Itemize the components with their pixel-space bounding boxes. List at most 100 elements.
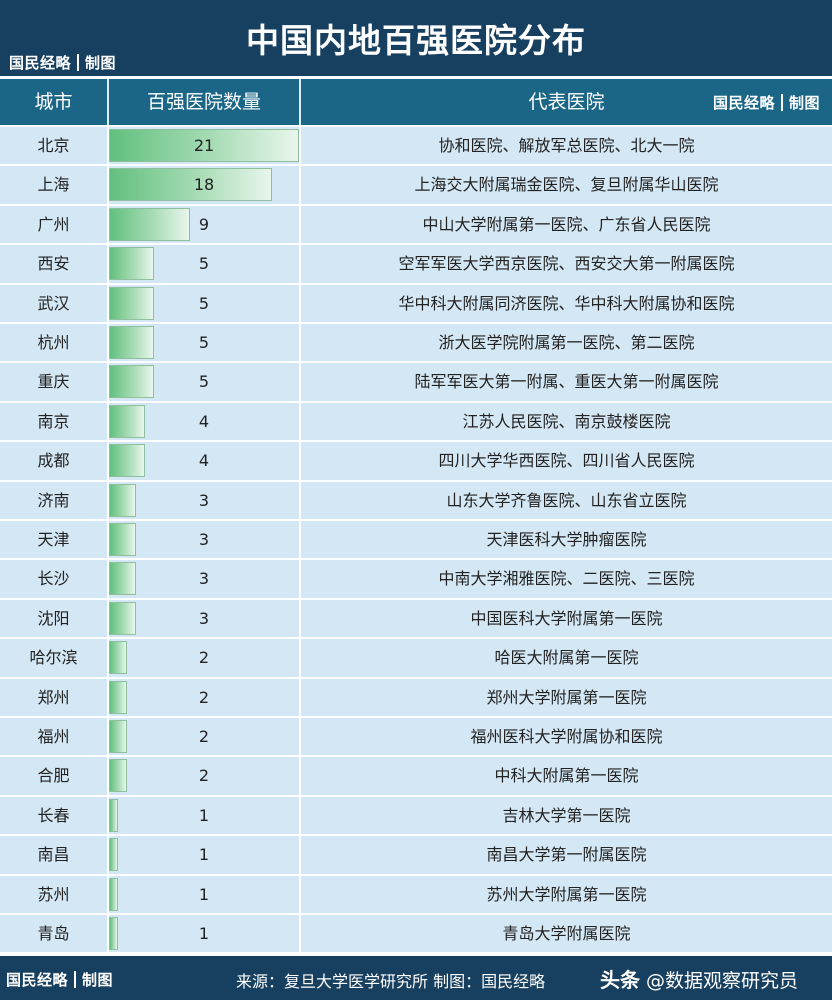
count-label: 5 <box>198 372 210 392</box>
count-label: 5 <box>198 254 210 274</box>
hospitals-cell: 空军军医大学西京医院、西安交大第一附属医院 <box>398 254 735 274</box>
table-row: 重庆 5 陆军军医大第一附属、重医大第一附属医院 <box>0 363 832 403</box>
city-cell: 杭州 <box>37 333 70 352</box>
count-label: 1 <box>198 884 210 904</box>
count-label: 4 <box>198 451 210 471</box>
hospitals-cell: 浙大医学院附属第一医院、第二医院 <box>438 333 695 352</box>
count-bar <box>109 483 137 517</box>
city-cell: 南昌 <box>37 845 70 865</box>
header-count: 百强医院数量 <box>146 91 261 113</box>
hospitals-cell: 吉林大学第一医院 <box>502 805 631 825</box>
city-cell: 重庆 <box>37 372 70 392</box>
hospitals-cell: 四川大学华西医院、四川省人民医院 <box>438 451 695 471</box>
watermark: 头条 @数据观察研究员 <box>600 968 799 992</box>
hospitals-cell: 上海交大附属瑞金医院、复旦附属华山医院 <box>414 175 719 195</box>
table-row: 成都 4 四川大学华西医院、四川省人民医院 <box>0 442 832 482</box>
table-row: 长春 1 吉林大学第一医院 <box>0 796 832 837</box>
hospitals-cell: 中国医科大学附属第一医院 <box>470 608 663 628</box>
count-label: 3 <box>198 608 210 628</box>
count-label: 9 <box>198 214 210 234</box>
city-cell: 青岛 <box>37 924 70 943</box>
hospitals-cell: 中科大附属第一医院 <box>494 766 639 786</box>
city-cell: 苏州 <box>37 884 70 904</box>
table-row: 天津 3 天津医科大学肿瘤医院 <box>0 521 832 561</box>
table-row: 南昌 1 南昌大学第一附属医院 <box>0 836 832 876</box>
count-label: 21 <box>193 136 215 155</box>
count-bar <box>109 365 155 399</box>
hospitals-cell: 哈医大附属第一医院 <box>494 648 639 668</box>
city-cell: 上海 <box>37 175 70 195</box>
hospitals-cell: 华中科大附属同济医院、华中科大附属协和医院 <box>398 293 735 313</box>
hospitals-cell: 南昌大学第一附属医院 <box>486 845 647 865</box>
header-hospitals: 代表医院 <box>528 91 605 113</box>
count-bar <box>109 680 128 714</box>
hospitals-cell: 青岛大学附属医院 <box>502 924 631 943</box>
count-label: 5 <box>198 333 210 352</box>
city-cell: 济南 <box>37 490 70 510</box>
count-bar <box>109 562 137 596</box>
count-bar <box>109 601 137 635</box>
city-cell: 合肥 <box>37 766 70 786</box>
table-row: 合肥 2 中科大附属第一医院 <box>0 757 832 797</box>
source-note: 来源：复旦大学医学研究所 制图：国民经略 <box>236 972 546 991</box>
table-row: 沈阳 3 中国医科大学附属第一医院 <box>0 599 832 640</box>
hospitals-cell: 郑州大学附属第一医院 <box>486 687 647 707</box>
brand-logo: 国民经略 制图 <box>712 94 820 112</box>
hospitals-cell: 苏州大学附属第一医院 <box>486 884 647 904</box>
hospitals-cell: 江苏人民医院、南京鼓楼医院 <box>462 411 671 431</box>
city-cell: 广州 <box>37 214 70 234</box>
city-cell: 长春 <box>37 805 70 825</box>
table-row: 武汉 5 华中科大附属同济医院、华中科大附属协和医院 <box>0 284 832 324</box>
city-cell: 天津 <box>37 530 70 549</box>
city-cell: 南京 <box>37 411 70 431</box>
count-label: 5 <box>198 293 210 313</box>
count-bar <box>109 129 299 162</box>
count-label: 1 <box>198 845 210 865</box>
hospitals-cell: 天津医科大学肿瘤医院 <box>486 530 647 549</box>
count-bar <box>109 798 119 832</box>
count-bar <box>109 168 272 202</box>
city-cell: 北京 <box>37 136 70 155</box>
table-row: 苏州 1 苏州大学附属第一医院 <box>0 875 832 915</box>
count-bar <box>109 523 137 556</box>
table-row: 济南 3 山东大学齐鲁医院、山东省立医院 <box>0 481 832 521</box>
table-row: 青岛 1 青岛大学附属医院 <box>0 915 832 955</box>
table-row: 杭州 5 浙大医学院附属第一医院、第二医院 <box>0 324 832 364</box>
count-label: 1 <box>198 805 210 825</box>
count-label: 3 <box>198 490 210 510</box>
city-cell: 武汉 <box>37 293 70 313</box>
count-label: 2 <box>198 727 210 746</box>
count-label: 18 <box>193 175 215 195</box>
count-bar <box>109 641 128 675</box>
hospitals-cell: 山东大学齐鲁医院、山东省立医院 <box>446 490 687 510</box>
city-cell: 长沙 <box>37 569 70 589</box>
footer: 国民经略 制图 来源：复旦大学医学研究所 制图：国民经略 头条 @数据观察研究员 <box>0 956 832 1000</box>
city-cell: 成都 <box>37 451 70 471</box>
count-label: 3 <box>198 569 210 589</box>
count-bar <box>109 286 155 320</box>
count-bar <box>109 877 119 911</box>
page-title: 中国内地百强医院分布 <box>246 21 586 60</box>
count-bar <box>109 444 146 478</box>
table-row: 福州 2 福州医科大学附属协和医院 <box>0 718 832 758</box>
header-city: 城市 <box>34 91 73 113</box>
hospitals-cell: 协和医院、解放军总医院、北大一院 <box>438 136 695 155</box>
city-cell: 西安 <box>37 254 70 274</box>
count-bar <box>109 404 146 438</box>
table-row: 上海 18 上海交大附属瑞金医院、复旦附属华山医院 <box>0 166 832 206</box>
count-bar <box>109 759 128 793</box>
hospitals-cell: 中山大学附属第一医院、广东省人民医院 <box>422 214 711 234</box>
city-cell: 福州 <box>37 727 70 746</box>
count-bar <box>109 326 155 359</box>
table-row: 北京 21 协和医院、解放军总医院、北大一院 <box>0 127 832 167</box>
count-label: 2 <box>198 687 210 707</box>
count-label: 2 <box>198 648 210 668</box>
city-cell: 哈尔滨 <box>29 648 78 668</box>
city-cell: 沈阳 <box>37 608 70 628</box>
count-label: 1 <box>198 924 210 943</box>
brand-logo: 国民经略 制图 <box>6 971 114 989</box>
title-bar: 中国内地百强医院分布 国民经略 制图 <box>0 0 832 76</box>
hospitals-cell: 中南大学湘雅医院、二医院、三医院 <box>438 569 695 589</box>
city-cell: 郑州 <box>37 687 70 707</box>
table-row: 郑州 2 郑州大学附属第一医院 <box>0 678 832 718</box>
